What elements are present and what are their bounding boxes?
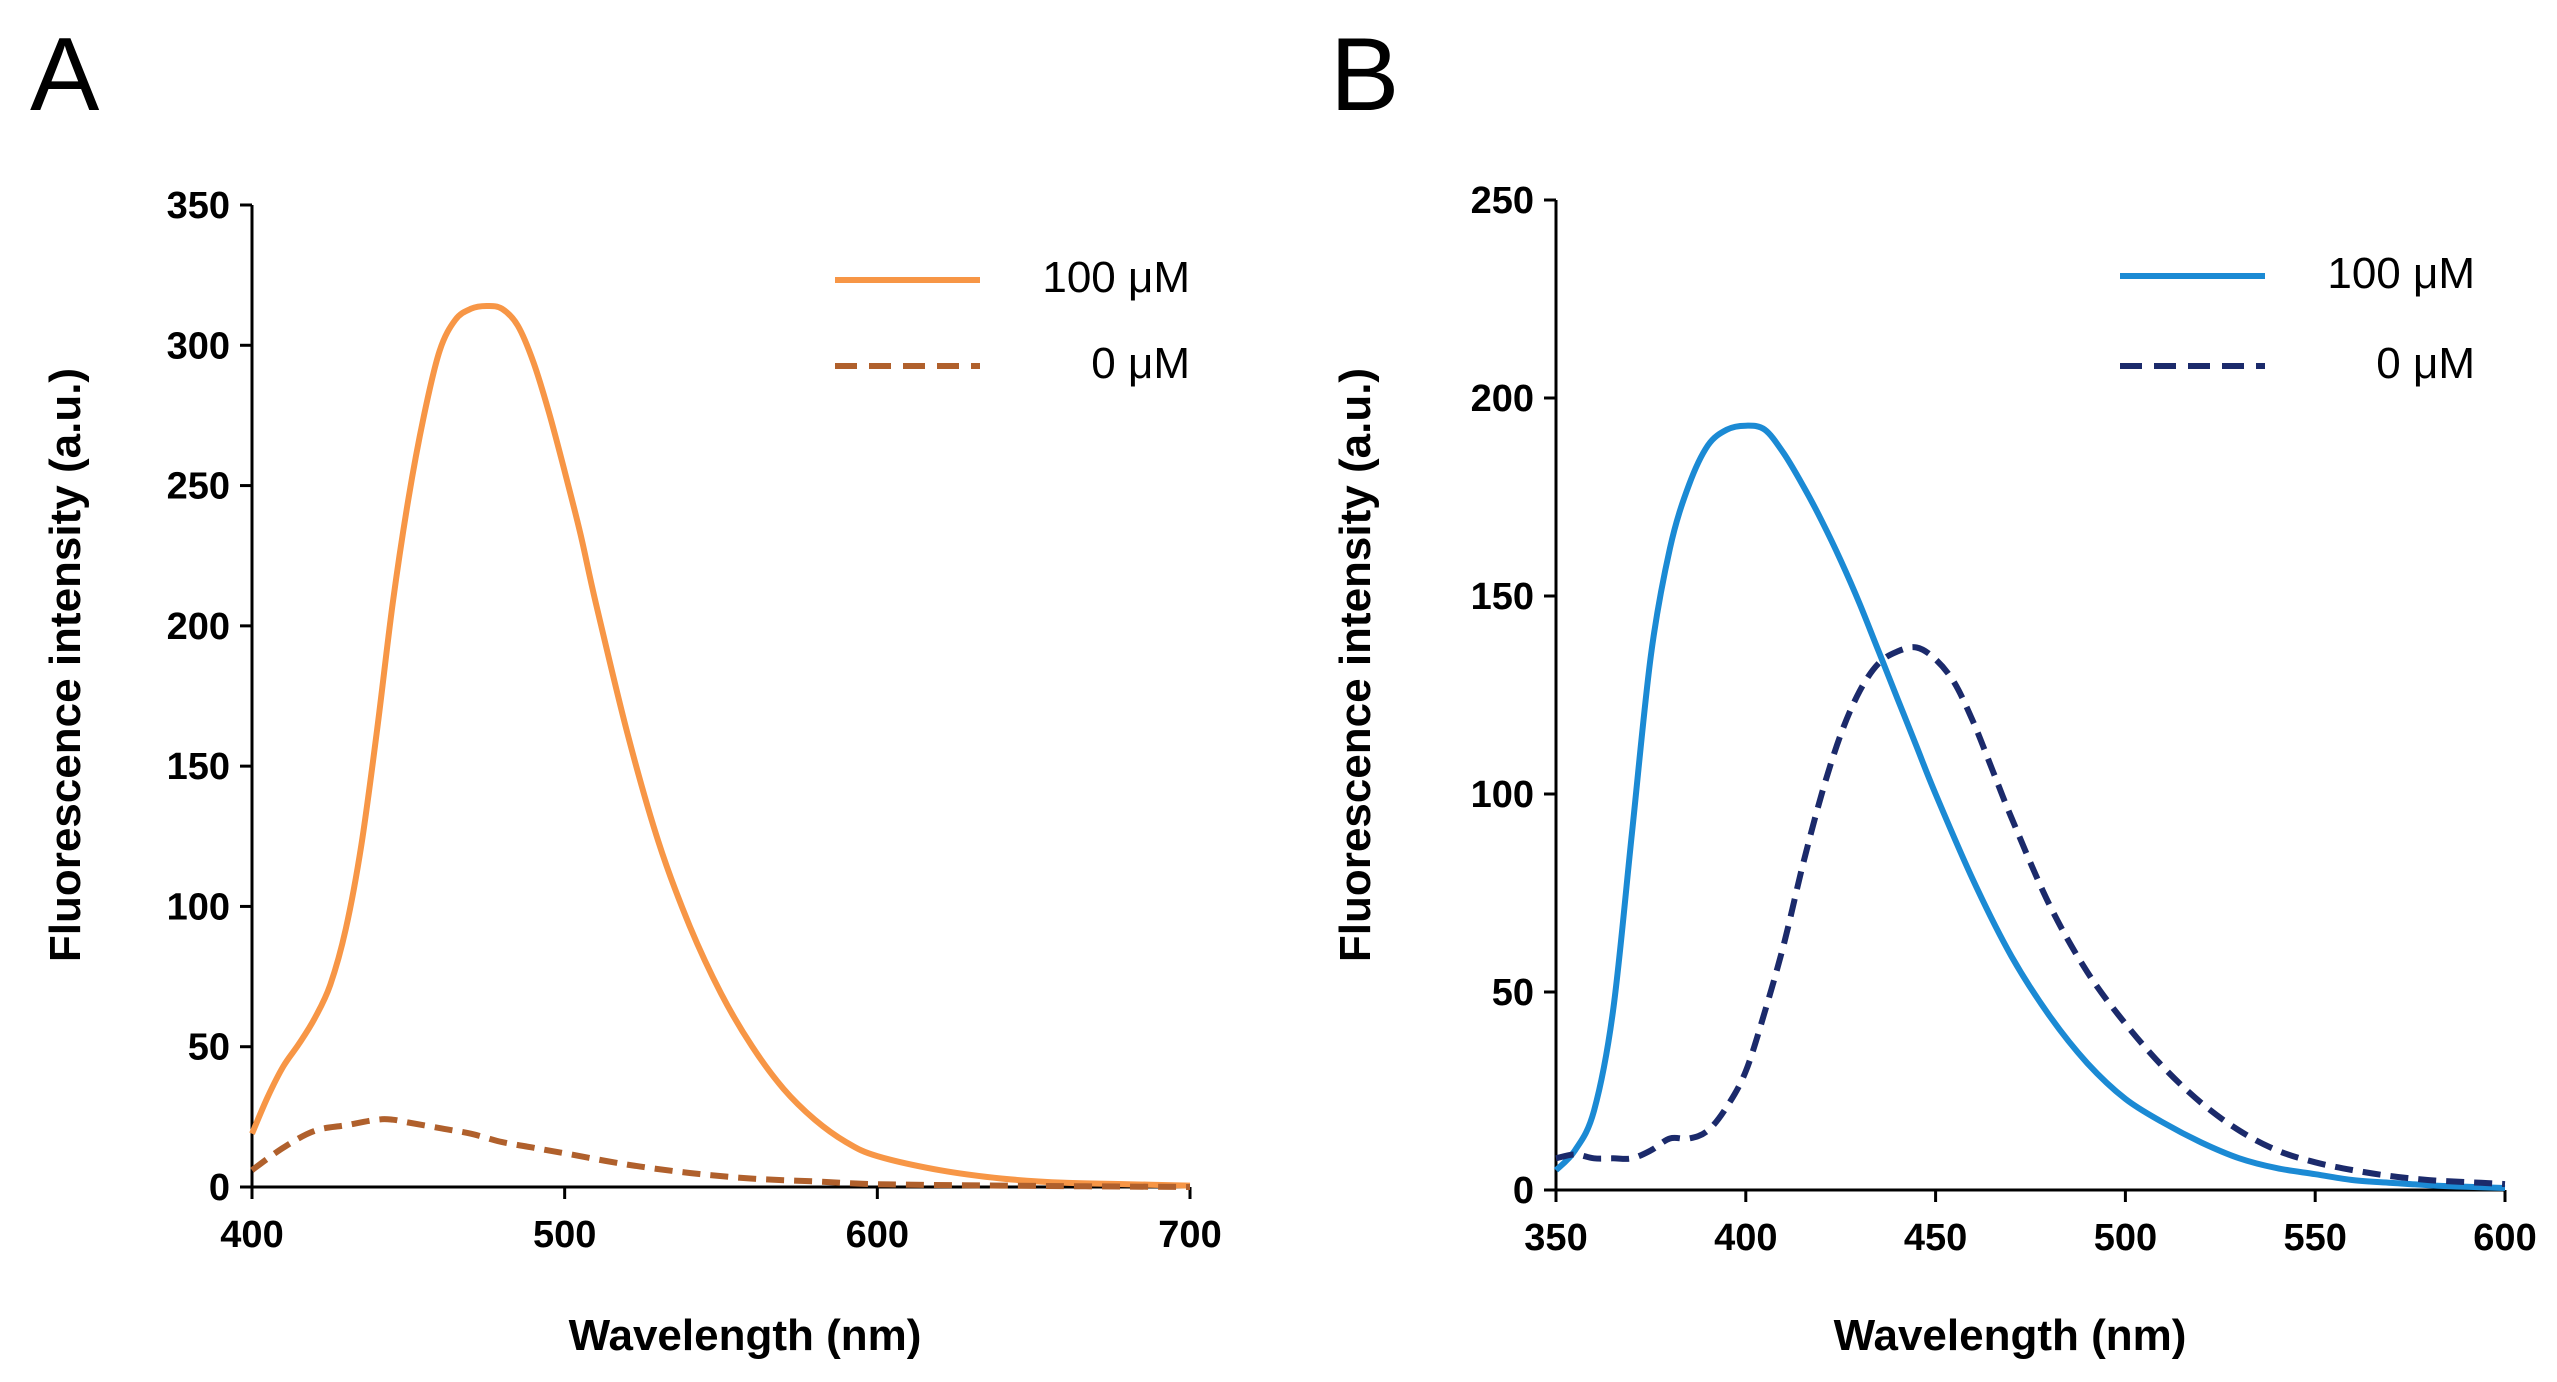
panel-a: A 0 50 100 150 200 250 300 350 400 500 600 700 Wave… [30,17,1222,1360]
panel-b-y-tick-label: 0 [1513,1170,1534,1212]
panel-a-legend-label-100: 100 μM [1042,253,1190,302]
panel-b-y-tick-label: 150 [1471,576,1534,618]
panel-a-legend: 100 μM 0 μM [835,253,1190,388]
panel-b-legend-label-0: 0 μM [2376,339,2475,388]
panel-b-series-100uM-line [1553,422,2506,1191]
panel-b-y-tick-label: 200 [1471,378,1534,420]
panel-a-plot: 0 50 100 150 200 250 300 350 400 500 600 700 [167,185,1222,1256]
panel-a-y-tick-label: 300 [167,325,230,367]
panel-b-y-tick-label: 100 [1471,774,1534,816]
panel-a-letter: A [30,17,100,133]
panel-a-y-tick-label: 100 [167,886,230,928]
panel-b-y-axis-title: Fluorescence intensity (a.u.) [1331,368,1380,962]
panel-b-x-axis-title: Wavelength (nm) [1834,1311,2187,1360]
panel-a-y-tick-label: 350 [167,185,230,227]
panel-b-x-tick-label: 400 [1714,1217,1777,1259]
panel-b-x-tick-label: 450 [1904,1217,1967,1259]
panel-b-y-tick-label: 50 [1492,972,1534,1014]
panel-a-y-tick-label: 150 [167,746,230,788]
panel-a-x-tick-label: 500 [533,1214,596,1256]
panel-b-letter: B [1330,17,1399,133]
panel-b-legend-label-100: 100 μM [2327,249,2475,298]
panel-a-y-tick-label: 200 [167,606,230,648]
panel-b-x-tick-label: 350 [1524,1217,1587,1259]
panel-b-x-tick-label: 500 [2094,1217,2157,1259]
panel-a-x-tick-label: 600 [846,1214,909,1256]
panel-a-y-tick-label: 50 [188,1027,230,1069]
panel-b-x-tick-label: 550 [2283,1217,2346,1259]
panel-b-plot: 0 50 100 150 200 250 350 400 450 500 550 600 [1471,180,2537,1259]
panel-a-x-tick-label: 700 [1158,1214,1221,1256]
panel-b-y-tick-label: 250 [1471,180,1534,222]
panel-a-legend-label-0: 0 μM [1091,339,1190,388]
panel-a-y-tick-label: 250 [167,466,230,508]
panel-a-series-0uM-line [250,1116,1191,1190]
panel-b: B 0 50 100 150 200 250 350 400 450 500 550 600 Wave… [1330,17,2537,1360]
panel-a-x-axis-title: Wavelength (nm) [569,1311,922,1360]
panel-a-y-axis-title: Fluorescence intensity (a.u.) [41,368,90,962]
panel-b-legend: 100 μM 0 μM [2120,249,2475,388]
panel-a-series-100uM-line [249,302,1191,1189]
panel-b-x-tick-label: 600 [2473,1217,2536,1259]
panel-b-series-0uM-line [1555,644,2506,1188]
panel-a-x-tick-label: 400 [220,1214,283,1256]
panel-a-y-tick-label: 0 [209,1167,230,1209]
